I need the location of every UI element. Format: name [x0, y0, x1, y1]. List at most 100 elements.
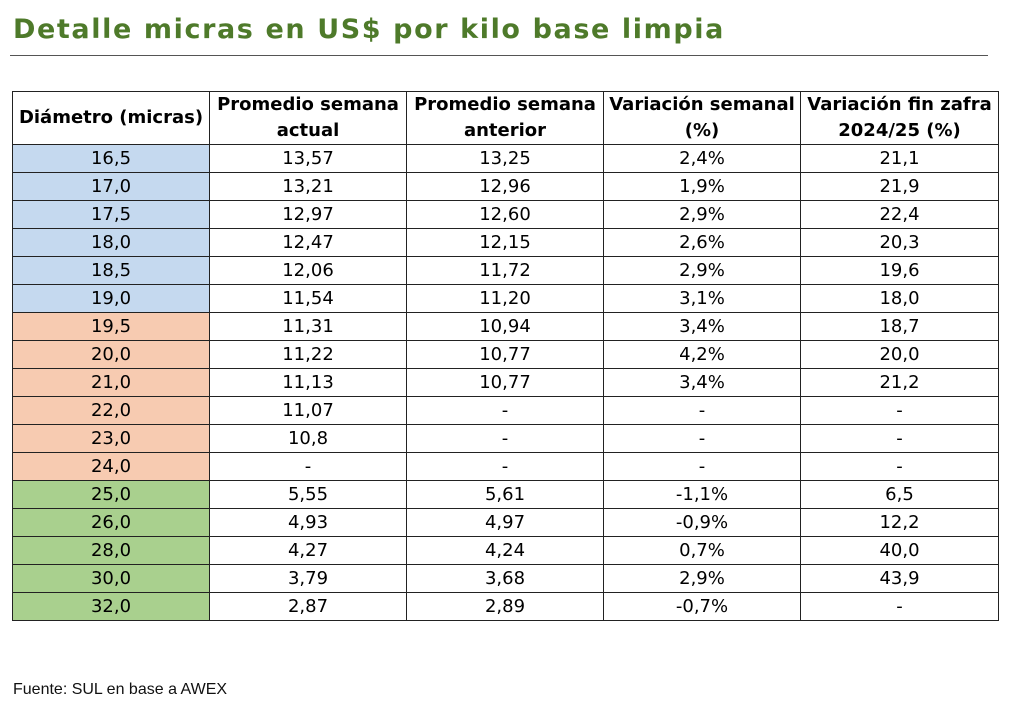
- cell-diametro: 28,0: [12, 536, 210, 565]
- cell-diametro: 20,0: [12, 340, 210, 369]
- cell-var-zafra: 19,6: [800, 256, 999, 285]
- cell-actual: 11,22: [209, 340, 407, 369]
- cell-anterior: 3,68: [406, 564, 604, 593]
- cell-diametro: 26,0: [12, 508, 210, 537]
- cell-diametro: 17,0: [12, 172, 210, 201]
- cell-var-zafra: 20,3: [800, 228, 999, 257]
- cell-var-zafra: 18,7: [800, 312, 999, 341]
- cell-diametro: 32,0: [12, 592, 210, 621]
- table-row: 18,5 12,06 11,72 2,9% 19,6: [12, 256, 999, 285]
- table-row: 23,0 10,8- - -: [12, 424, 999, 453]
- cell-actual: 10,8: [209, 424, 407, 453]
- micras-price-table: Diámetro (micras) Promedio semana actual…: [12, 91, 999, 621]
- header-variacion-semanal: Variación semanal (%): [603, 91, 801, 145]
- cell-var-zafra: -: [800, 592, 999, 621]
- cell-var-semanal: 3,4%: [603, 312, 801, 341]
- source-note: Fuente: SUL en base a AWEX: [13, 681, 228, 698]
- table-row: 30,0 3,79 3,68 2,9% 43,9: [12, 564, 999, 593]
- cell-var-zafra: 12,2: [800, 508, 999, 537]
- cell-diametro: 18,0: [12, 228, 210, 257]
- cell-var-zafra: -: [800, 396, 999, 425]
- cell-diametro: 16,5: [12, 144, 210, 173]
- cell-diametro: 30,0: [12, 564, 210, 593]
- table-row: 20,0 11,22 10,77 4,2% 20,0: [12, 340, 999, 369]
- cell-actual: 12,97: [209, 200, 407, 229]
- cell-var-zafra: 43,9: [800, 564, 999, 593]
- header-diametro: Diámetro (micras): [12, 91, 210, 145]
- cell-anterior: -: [406, 396, 604, 425]
- cell-diametro: 19,0: [12, 284, 210, 313]
- cell-diametro: 23,0: [12, 424, 210, 453]
- cell-var-zafra: 18,0: [800, 284, 999, 313]
- cell-anterior: 11,20: [406, 284, 604, 313]
- cell-var-zafra: -: [800, 452, 999, 481]
- cell-var-zafra: 21,9: [800, 172, 999, 201]
- cell-var-semanal: 2,9%: [603, 564, 801, 593]
- cell-actual: 13,57: [209, 144, 407, 173]
- cell-actual: 12,47: [209, 228, 407, 257]
- cell-actual: -: [209, 452, 407, 481]
- table-row: 32,0 2,87 2,89 -0,7% -: [12, 592, 999, 621]
- cell-anterior: 11,72: [406, 256, 604, 285]
- header-promedio-actual: Promedio semana actual: [209, 91, 407, 145]
- cell-actual: 3,79: [209, 564, 407, 593]
- table-row: 18,0 12,47 12,15 2,6% 20,3: [12, 228, 999, 257]
- table-row: 17,0 13,21 12,96 1,9% 21,9: [12, 172, 999, 201]
- cell-actual: 4,93: [209, 508, 407, 537]
- cell-diametro: 18,5: [12, 256, 210, 285]
- cell-var-zafra: -: [800, 424, 999, 453]
- cell-var-semanal: 0,7%: [603, 536, 801, 565]
- cell-actual: 13,21: [209, 172, 407, 201]
- cell-actual: 4,27: [209, 536, 407, 565]
- table-row: 17,5 12,97 12,60 2,9% 22,4: [12, 200, 999, 229]
- cell-diametro: 19,5: [12, 312, 210, 341]
- cell-var-semanal: 2,4%: [603, 144, 801, 173]
- cell-actual: 5,55: [209, 480, 407, 509]
- header-promedio-anterior: Promedio semana anterior: [406, 91, 604, 145]
- table-row: 21,0 11,13 10,77 3,4% 21,2: [12, 368, 999, 397]
- title-divider: [10, 55, 988, 56]
- cell-anterior: 5,61: [406, 480, 604, 509]
- cell-var-zafra: 21,2: [800, 368, 999, 397]
- cell-var-semanal: 4,2%: [603, 340, 801, 369]
- cell-anterior: 4,24: [406, 536, 604, 565]
- cell-diametro: 22,0: [12, 396, 210, 425]
- cell-var-semanal: 2,6%: [603, 228, 801, 257]
- cell-anterior: -: [406, 424, 604, 453]
- cell-var-semanal: -: [603, 396, 801, 425]
- cell-var-zafra: 40,0: [800, 536, 999, 565]
- cell-diametro: 24,0: [12, 452, 210, 481]
- cell-actual: 2,87: [209, 592, 407, 621]
- cell-var-zafra: 6,5: [800, 480, 999, 509]
- cell-actual: 12,06: [209, 256, 407, 285]
- table-row: 24,0- - - -: [12, 452, 999, 481]
- cell-anterior: 10,77: [406, 368, 604, 397]
- cell-var-semanal: -0,9%: [603, 508, 801, 537]
- cell-var-semanal: 2,9%: [603, 200, 801, 229]
- table-row: 25,0 5,55 5,61 -1,1% 6,5: [12, 480, 999, 509]
- cell-anterior: 12,15: [406, 228, 604, 257]
- cell-diametro: 17,5: [12, 200, 210, 229]
- cell-anterior: -: [406, 452, 604, 481]
- cell-actual: 11,07: [209, 396, 407, 425]
- cell-anterior: 10,94: [406, 312, 604, 341]
- cell-actual: 11,54: [209, 284, 407, 313]
- cell-var-semanal: 3,1%: [603, 284, 801, 313]
- table-row: 16,5 13,57 13,25 2,4% 21,1: [12, 144, 999, 173]
- table-header-row: Diámetro (micras) Promedio semana actual…: [12, 91, 999, 145]
- table-row: 19,5 11,31 10,94 3,4% 18,7: [12, 312, 999, 341]
- table-row: 26,0 4,93 4,97 -0,9% 12,2: [12, 508, 999, 537]
- cell-actual: 11,31: [209, 312, 407, 341]
- table-row: 22,0 11,07- - -: [12, 396, 999, 425]
- table-body: 16,5 13,57 13,25 2,4% 21,1 17,0 13,21 12,96 1,9…: [12, 144, 999, 621]
- cell-anterior: 13,25: [406, 144, 604, 173]
- cell-var-semanal: 3,4%: [603, 368, 801, 397]
- cell-var-zafra: 21,1: [800, 144, 999, 173]
- cell-var-semanal: 2,9%: [603, 256, 801, 285]
- cell-var-semanal: -: [603, 452, 801, 481]
- cell-var-semanal: -: [603, 424, 801, 453]
- cell-var-zafra: 20,0: [800, 340, 999, 369]
- cell-var-semanal: 1,9%: [603, 172, 801, 201]
- table-row: 19,0 11,54 11,20 3,1% 18,0: [12, 284, 999, 313]
- cell-var-zafra: 22,4: [800, 200, 999, 229]
